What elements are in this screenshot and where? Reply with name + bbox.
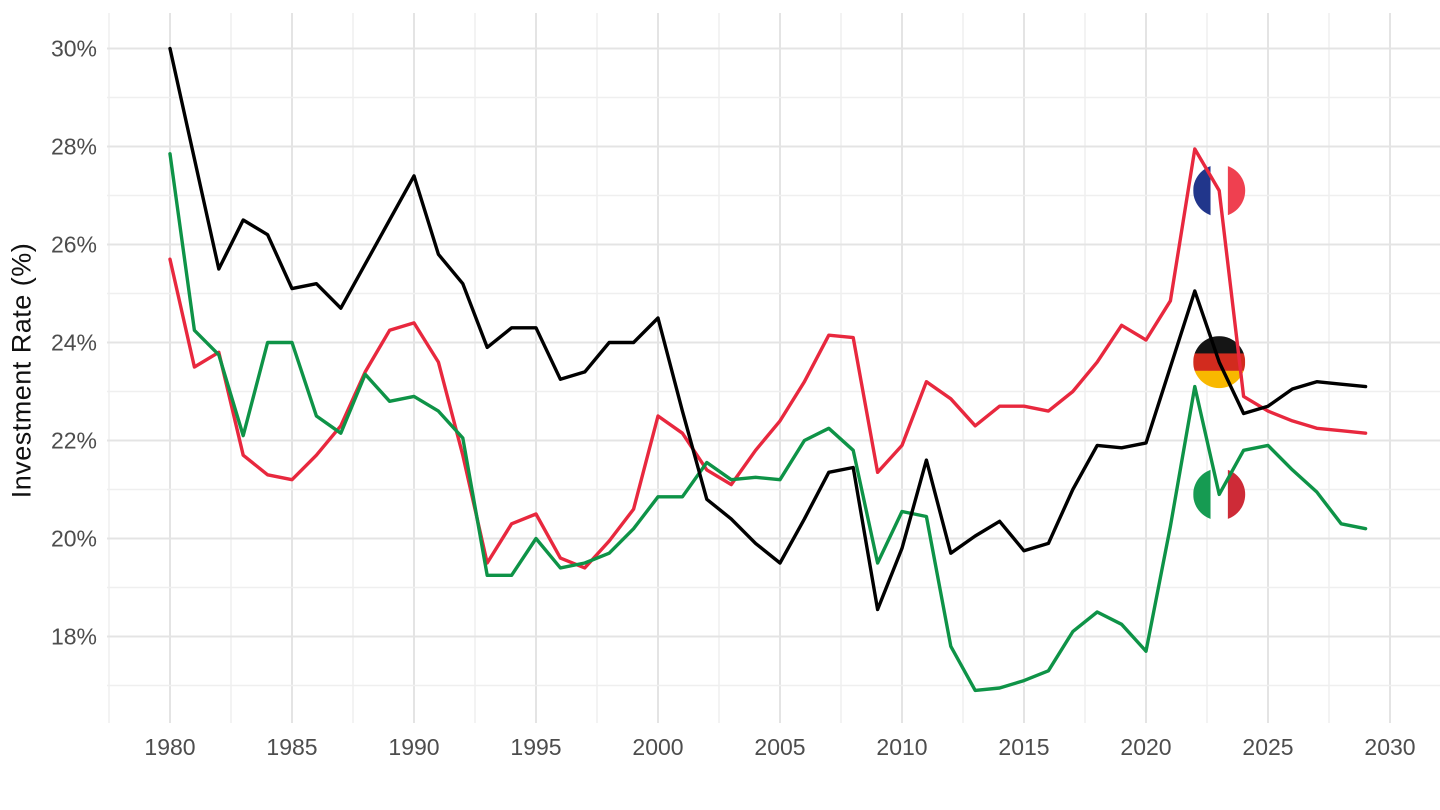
y-tick-label: 22% — [51, 428, 97, 454]
x-tick-label: 2025 — [1242, 734, 1293, 760]
x-tick-label: 2020 — [1120, 734, 1171, 760]
series-line-france — [168, 147, 1368, 570]
x-tick-label: 1985 — [266, 734, 317, 760]
flag-band — [1227, 164, 1246, 217]
flag-band — [1193, 164, 1212, 217]
y-tick-label: 26% — [51, 232, 97, 258]
x-tick-label: 1980 — [144, 734, 195, 760]
flag-band — [1227, 468, 1246, 521]
x-tick-label: 2000 — [632, 734, 683, 760]
y-tick-label: 28% — [51, 134, 97, 160]
x-tick-label: 1995 — [510, 734, 561, 760]
y-tick-label: 20% — [51, 526, 97, 552]
y-tick-label: 18% — [51, 624, 97, 650]
flag-band — [1193, 370, 1246, 389]
flag-band — [1193, 468, 1212, 521]
x-tick-label: 2015 — [998, 734, 1049, 760]
flag-band — [1193, 336, 1246, 354]
y-tick-label: 30% — [51, 36, 97, 62]
y-axis-title: Investment Rate (%) — [6, 242, 37, 499]
x-tick-label: 2005 — [754, 734, 805, 760]
series-line-germany — [168, 46, 1368, 612]
series-line-italy — [168, 152, 1368, 693]
y-tick-label: 24% — [51, 330, 97, 356]
x-tick-label: 2030 — [1364, 734, 1415, 760]
x-tick-label: 2010 — [876, 734, 927, 760]
x-tick-label: 1990 — [388, 734, 439, 760]
